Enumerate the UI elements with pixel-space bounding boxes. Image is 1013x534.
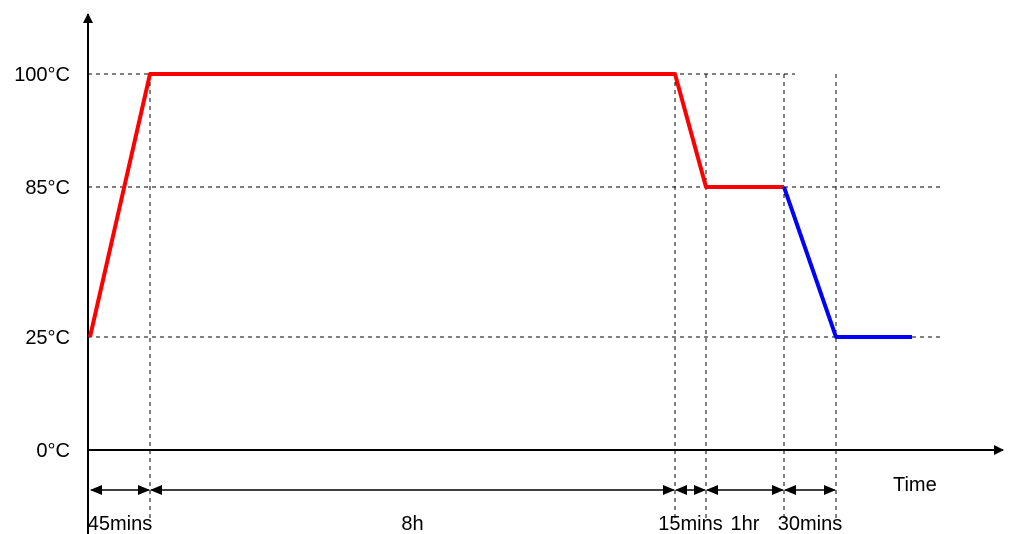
- axes: [83, 13, 1004, 534]
- duration-label-1: 45mins: [88, 513, 152, 534]
- duration-annotations: 45mins 8h 15mins 1hr 30mins: [88, 485, 842, 534]
- duration-label-5: 30mins: [778, 513, 842, 534]
- series-lines: [88, 72, 912, 339]
- duration-label-2: 8h: [401, 513, 423, 534]
- y-tick-label-0: 0°C: [36, 440, 70, 462]
- y-tick-label-100: 100°C: [14, 64, 70, 86]
- y-tick-label-25: 25°C: [25, 327, 70, 349]
- duration-label-3: 15mins: [658, 513, 722, 534]
- series-line-2: [782, 186, 912, 339]
- x-axis-title: Time: [893, 474, 937, 496]
- y-tick-label-85: 85°C: [25, 177, 70, 199]
- guide-lines: [88, 73, 940, 520]
- duration-label-4: 1hr: [731, 513, 760, 534]
- y-tick-labels: 0°C 25°C 85°C 100°C: [14, 64, 70, 462]
- series-line-1: [88, 72, 784, 338]
